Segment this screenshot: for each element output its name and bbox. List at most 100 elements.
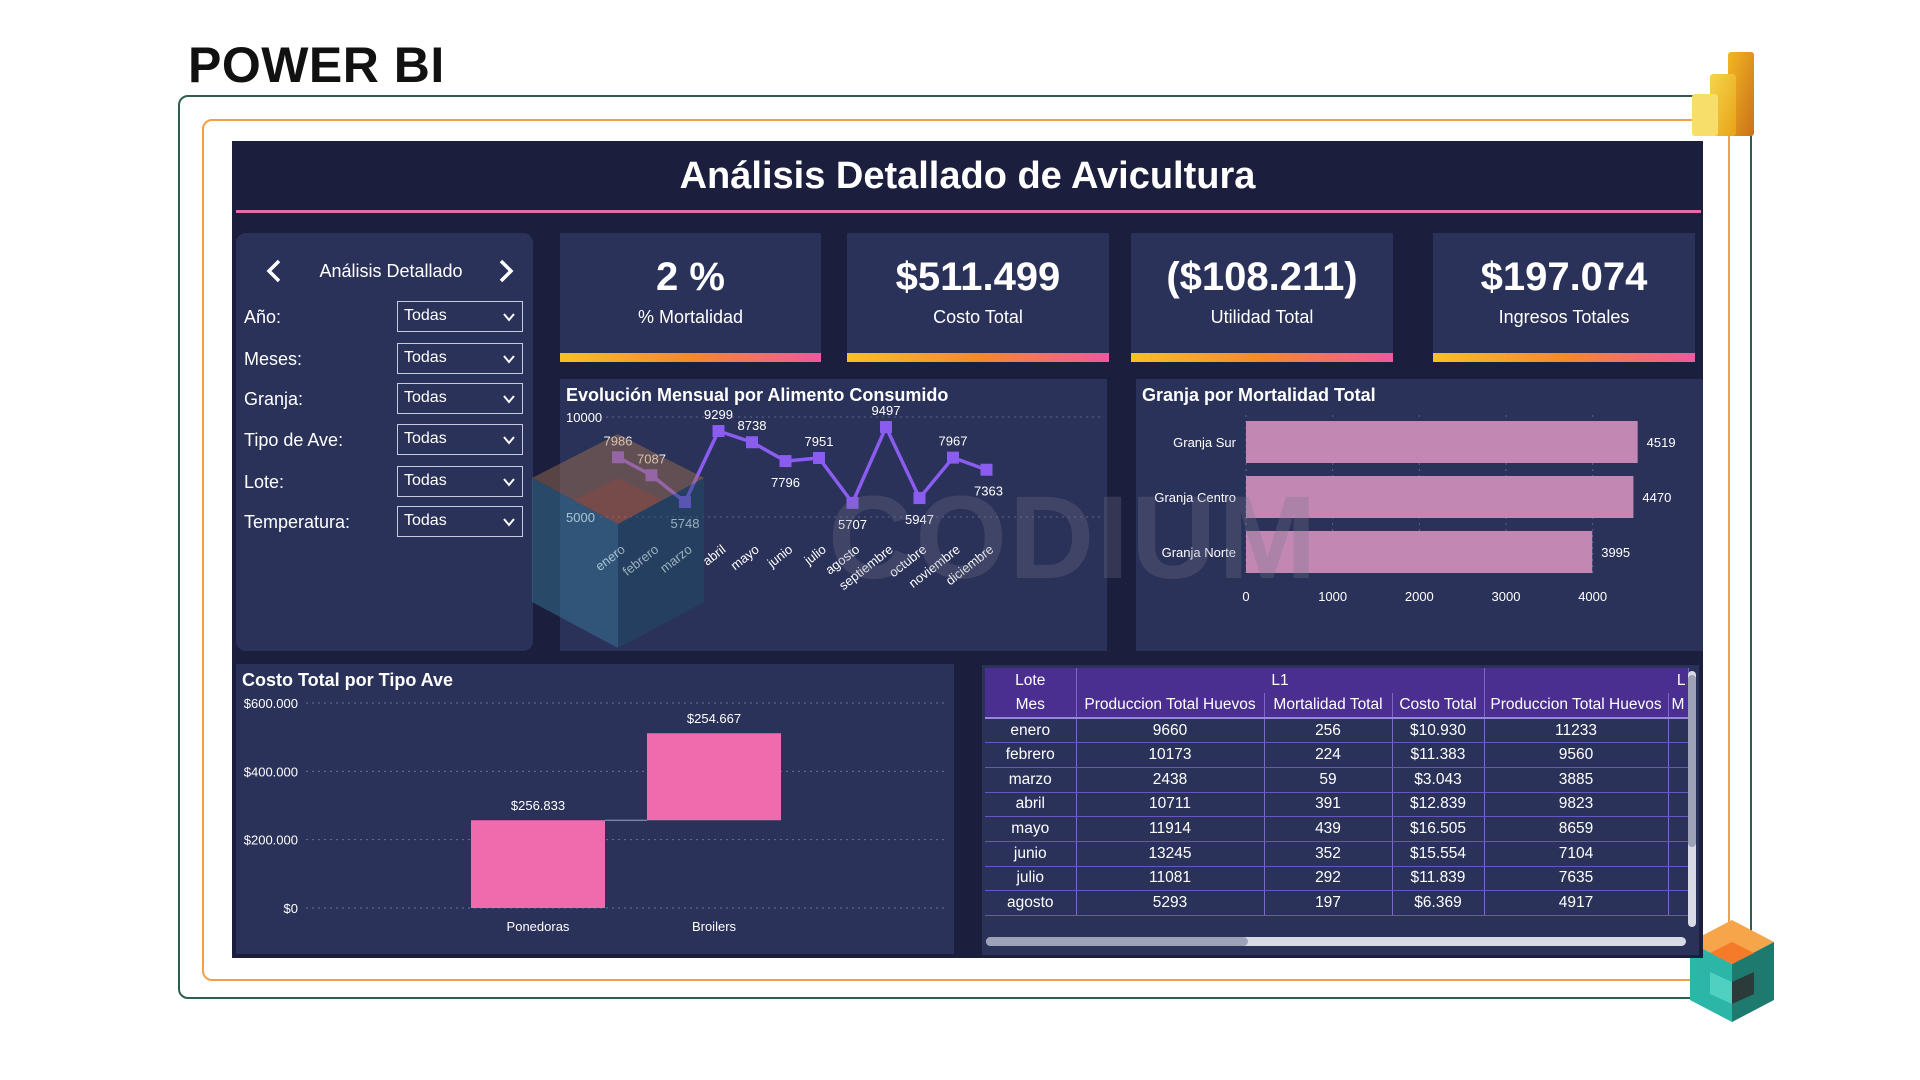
watermark-cube-icon — [532, 434, 704, 648]
table-cell — [1668, 718, 1689, 744]
table-row[interactable]: agosto 5293 197 $6.369 4917 — [985, 890, 1689, 916]
data-label: 9299 — [704, 407, 733, 422]
filter-label: Granja: — [244, 389, 304, 409]
table-cell: 292 — [1264, 866, 1393, 892]
chevron-down-icon — [503, 395, 515, 404]
row-header-mes[interactable]: Mes — [985, 693, 1077, 719]
kpi-label: Ingresos Totales — [1498, 307, 1630, 327]
bar-chart: 0 1000 2000 3000 4000 Granja Sur 4519 Granja Ce… — [1154, 415, 1676, 604]
kpi-card-mortalidad: 2 % % Mortalidad — [560, 233, 821, 362]
group-header-l2[interactable]: L — [1484, 668, 1689, 693]
outer-frame — [178, 95, 1752, 999]
table-row[interactable]: julio 11081 292 $11.839 7635 — [985, 866, 1689, 892]
table-row[interactable]: febrero 10173 224 $11.383 9560 — [985, 742, 1689, 768]
table-cell — [1668, 792, 1689, 818]
filter-panel: Análisis Detallado Año: Todas Meses: Todas G… — [236, 233, 533, 651]
filter-dropdown[interactable]: Todas — [397, 424, 523, 455]
data-label: 5707 — [838, 517, 867, 532]
table-row[interactable]: enero 9660 256 $10.930 11233 — [985, 718, 1689, 744]
y-tick-label: $400.000 — [244, 764, 298, 779]
kpi-accent-bar — [560, 353, 821, 362]
filter-label: Tipo de Ave: — [244, 430, 344, 450]
column-header[interactable]: Produccion Total Huevos — [1484, 693, 1669, 719]
table-cell: 7104 — [1484, 841, 1669, 867]
table-cell-mes: febrero — [985, 742, 1077, 768]
data-label: 7796 — [771, 475, 800, 490]
column-header[interactable]: Mortalidad Total — [1264, 693, 1393, 719]
column-header[interactable]: Produccion Total Huevos — [1076, 693, 1265, 719]
data-label: 7986 — [604, 433, 633, 448]
kpi-label: Utilidad Total — [1210, 307, 1314, 327]
table-cell: 224 — [1264, 742, 1393, 768]
data-label: 4519 — [1647, 435, 1676, 450]
page-navigator: Análisis Detallado — [236, 251, 533, 291]
filter-label: Temperatura: — [244, 512, 351, 532]
data-point — [612, 451, 624, 464]
waterfall-chart-panel: Costo Total por Tipo Ave $0 $200.000 $400.… — [236, 664, 954, 954]
waterfall-bar — [471, 820, 605, 908]
filter-label: Año: — [244, 307, 282, 327]
chevron-down-icon — [503, 518, 515, 527]
filter-dropdown[interactable]: Todas — [397, 466, 523, 497]
column-header[interactable]: Costo Total — [1392, 693, 1485, 719]
table-cell — [1668, 890, 1689, 916]
chevron-left-icon[interactable] — [254, 251, 294, 291]
filter-value: Todas — [404, 512, 447, 529]
y-tick-label: 5000 — [566, 510, 595, 525]
x-tick-label: Ponedoras — [507, 919, 570, 934]
kpi-card-costo-total: $511.499 Costo Total — [847, 233, 1109, 362]
table-cell: 391 — [1264, 792, 1393, 818]
data-label: 5748 — [671, 516, 700, 531]
group-header-l1[interactable]: L1 — [1076, 668, 1485, 693]
x-tick-label: 4000 — [1578, 589, 1607, 604]
y-tick-label: $0 — [284, 901, 298, 916]
kpi-value: $511.499 — [895, 255, 1061, 299]
column-header[interactable]: M — [1668, 693, 1689, 719]
table-row[interactable]: abril 10711 391 $12.839 9823 — [985, 792, 1689, 818]
chart-title: Costo Total por Tipo Ave — [242, 670, 453, 690]
chevron-down-icon — [503, 313, 515, 322]
filter-dropdown[interactable]: Todas — [397, 506, 523, 537]
matrix-table-panel: Lote L1 L Mes Produccion Total Huevos Mo… — [982, 665, 1699, 955]
scrollbar-thumb[interactable] — [1688, 675, 1696, 847]
table-cell: $15.554 — [1392, 841, 1485, 867]
table-row[interactable]: junio 13245 352 $15.554 7104 — [985, 841, 1689, 867]
table-cell-mes: marzo — [985, 767, 1077, 793]
filter-row: Lote: Todas — [236, 466, 533, 498]
x-tick-label: 3000 — [1492, 589, 1521, 604]
horizontal-scrollbar[interactable] — [986, 937, 1686, 946]
table-cell: 9823 — [1484, 792, 1669, 818]
table-cell: $11.839 — [1392, 866, 1485, 892]
table-row[interactable]: marzo 2438 59 $3.043 3885 — [985, 767, 1689, 793]
filter-dropdown[interactable]: Todas — [397, 301, 523, 332]
table-cell — [1668, 866, 1689, 892]
table-cell — [1668, 767, 1689, 793]
data-point — [880, 421, 892, 434]
table-row[interactable]: mayo 11914 439 $16.505 8659 — [985, 816, 1689, 842]
bar — [1246, 421, 1638, 463]
chart-title: Granja por Mortalidad Total — [1142, 385, 1376, 405]
data-label: 8738 — [738, 418, 767, 433]
kpi-value: $197.074 — [1480, 255, 1648, 299]
table-cell: 11081 — [1076, 866, 1265, 892]
data-point — [679, 496, 691, 509]
scrollbar-thumb[interactable] — [986, 937, 1248, 946]
x-tick-label: junio — [764, 542, 796, 571]
table-cell: 13245 — [1076, 841, 1265, 867]
kpi-accent-bar — [1433, 353, 1695, 362]
filter-dropdown[interactable]: Todas — [397, 383, 523, 414]
chevron-right-icon[interactable] — [486, 251, 526, 291]
dashboard: Análisis Detallado de Avicultura Análisi… — [232, 141, 1703, 958]
row-header-lote[interactable]: Lote — [985, 668, 1077, 693]
chevron-down-icon — [503, 478, 515, 487]
filter-value: Todas — [404, 349, 447, 366]
filter-row: Tipo de Ave: Todas — [236, 424, 533, 456]
filter-value: Todas — [404, 307, 447, 324]
filter-dropdown[interactable]: Todas — [397, 343, 523, 374]
x-tick-label: mayo — [728, 542, 762, 573]
vertical-scrollbar[interactable] — [1688, 671, 1696, 927]
y-tick-label: 10000 — [566, 410, 602, 425]
chevron-down-icon — [503, 355, 515, 364]
data-label: 7363 — [974, 484, 1003, 499]
kpi-accent-bar — [1131, 353, 1393, 362]
